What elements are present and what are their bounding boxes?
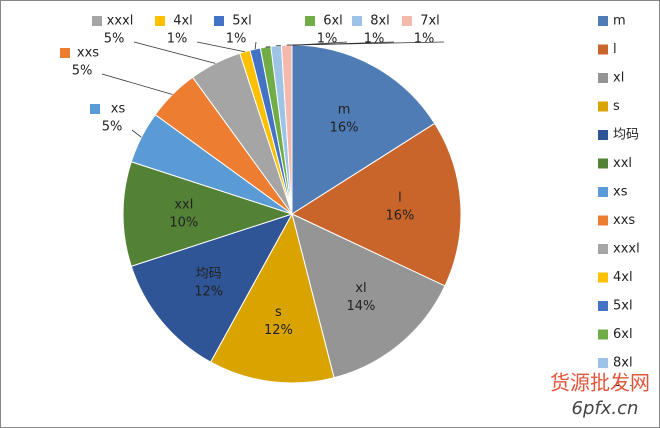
slice-value-label: 5% — [104, 32, 125, 47]
leader-line — [101, 73, 173, 95]
legend-swatch — [598, 130, 608, 140]
leader-line — [131, 129, 142, 138]
legend-swatch — [598, 44, 608, 55]
watermark: 货源批发网 6pfx.cn — [550, 371, 650, 420]
legend-swatch — [598, 215, 608, 226]
slice-label: m — [338, 103, 351, 118]
slice-value-label: 1% — [167, 32, 188, 47]
slice-value-label: 1% — [414, 32, 435, 47]
label-swatch — [402, 16, 412, 26]
legend-label: 6xl — [613, 327, 633, 342]
legend-label: l — [613, 42, 617, 57]
slice-label: xxl — [174, 198, 193, 213]
slice-value-label: 5% — [102, 120, 123, 135]
label-swatch — [214, 16, 224, 26]
slice-label: xxs — [77, 46, 99, 61]
legend-label: xxs — [613, 213, 635, 228]
legend-swatch — [598, 329, 608, 340]
legend-label: xxl — [613, 156, 632, 171]
slice-label: s — [275, 305, 282, 320]
legend-swatch — [598, 187, 608, 197]
label-swatch — [60, 48, 70, 58]
pie: m 16% l 16% xl 14% s 12% 均码 12% xxl 10% xs 5% xxs 5% xxx… — [60, 14, 462, 384]
label-swatch — [90, 104, 100, 114]
slice-value-label: 1% — [226, 32, 247, 47]
slice-value-label: 5% — [72, 64, 93, 79]
legend-label: 7xl — [613, 384, 633, 399]
slice-value-label: 12% — [194, 284, 223, 299]
label-swatch — [155, 16, 165, 26]
pie-slice — [290, 122, 462, 287]
slice-value-label: 12% — [264, 323, 293, 338]
slice-label: xl — [355, 281, 366, 296]
slice-label: 4xl — [173, 14, 193, 29]
slice-value-label: 1% — [317, 32, 338, 47]
slice-label: 5xl — [232, 14, 252, 29]
slice-label: 6xl — [323, 14, 343, 29]
legend-label: 4xl — [613, 270, 633, 285]
legend-swatch — [598, 73, 608, 83]
label-swatch — [92, 16, 102, 26]
legend-label: xs — [613, 185, 628, 200]
legend-label: 5xl — [613, 299, 633, 314]
slice-value-label: 1% — [364, 32, 385, 47]
slice-value-label: 16% — [330, 121, 359, 136]
pie-slice — [291, 44, 436, 215]
label-swatch — [305, 16, 315, 26]
slice-value-label: 16% — [385, 209, 414, 224]
slice-label: xxxl — [107, 14, 134, 29]
slice-value-label: 10% — [169, 216, 198, 231]
legend-label: 8xl — [613, 356, 633, 371]
watermark-text: 货源批发网 — [550, 371, 650, 395]
leader-line — [196, 41, 245, 53]
slice-value-label: 14% — [346, 299, 375, 314]
slice-label: 均码 — [196, 266, 222, 281]
label-swatch — [352, 16, 362, 26]
legend-swatch — [598, 158, 608, 169]
legend-label: xl — [613, 71, 624, 86]
slice-label: xs — [111, 102, 126, 117]
legend-swatch — [598, 301, 608, 311]
legend-label: m — [613, 14, 626, 29]
watermark-text: 6pfx.cn — [572, 398, 639, 419]
leader-line — [254, 41, 257, 50]
legend: ml xl s 均码 xxl xs xxs xxxl 4xl 5xl 6xl 8xl 7xl — [598, 14, 640, 399]
legend-swatch — [598, 16, 608, 26]
slice-label: 7xl — [420, 14, 440, 29]
slice-label: l — [398, 191, 402, 206]
pie-slice — [209, 212, 335, 384]
legend-label: s — [613, 99, 620, 114]
pie-slice — [130, 213, 294, 363]
pie-slice — [122, 161, 294, 267]
legend-swatch — [598, 272, 608, 283]
legend-swatch — [598, 358, 608, 368]
slice-label: 8xl — [370, 14, 390, 29]
legend-label: xxxl — [613, 242, 640, 257]
legend-label: 均码 — [613, 128, 639, 143]
legend-swatch — [598, 101, 608, 112]
pie-slice — [291, 213, 446, 379]
legend-swatch — [598, 244, 608, 254]
leader-line — [133, 41, 216, 64]
leader-line — [286, 41, 445, 46]
